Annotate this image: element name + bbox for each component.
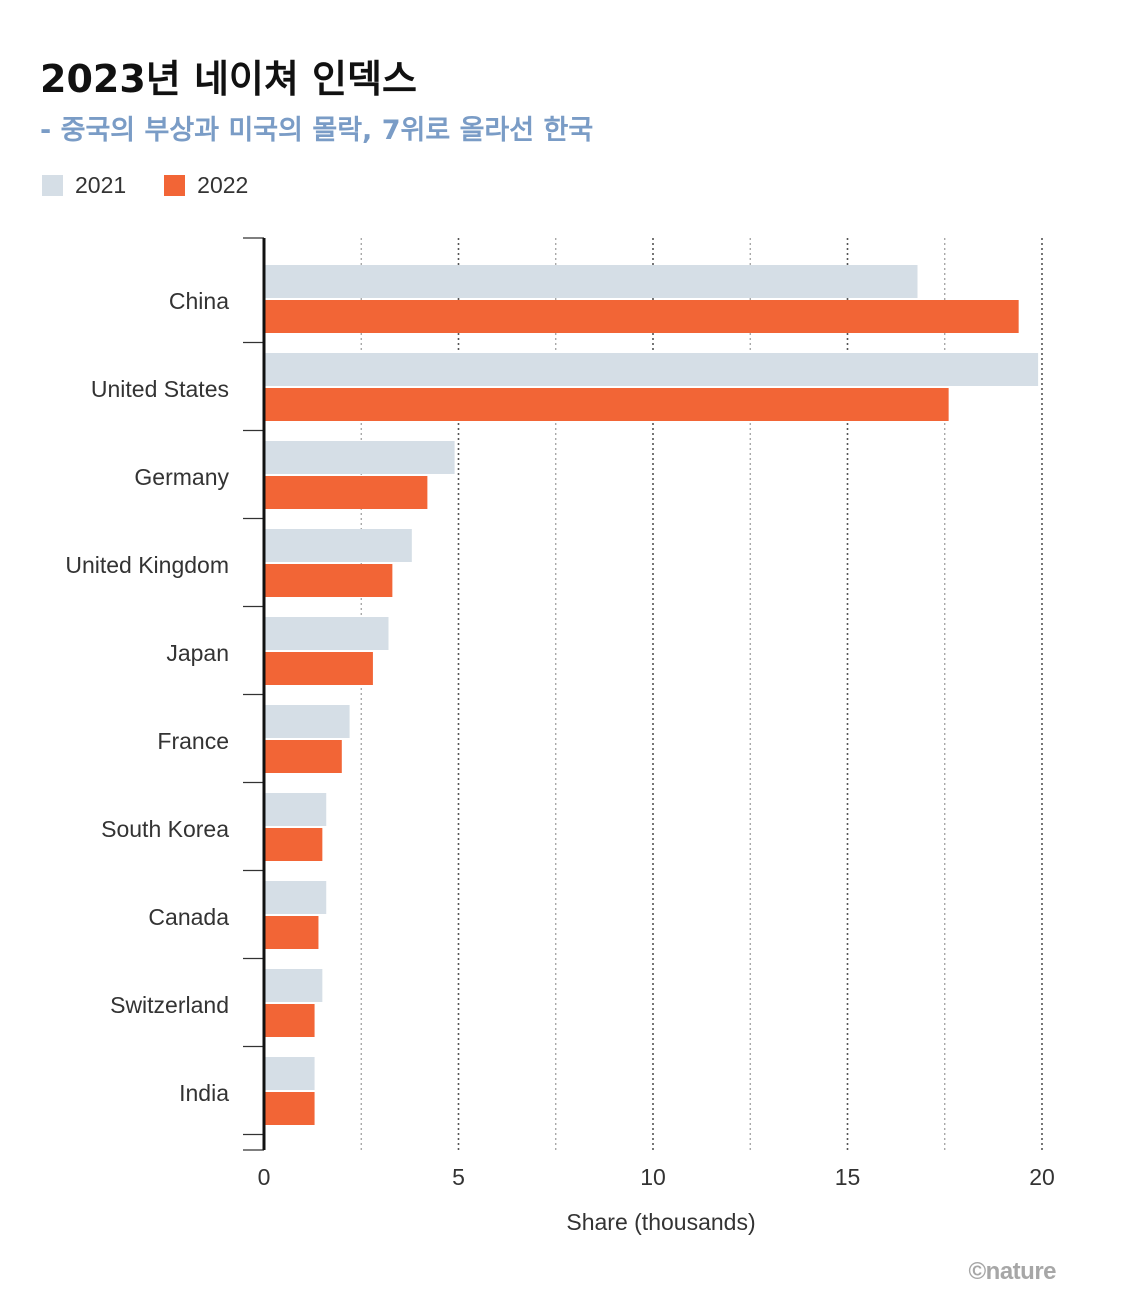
bar-united-kingdom-2021 [264,529,412,562]
bar-canada-2021 [264,881,327,914]
category-label: United Kingdom [65,552,229,578]
bar-china-2022 [264,300,1019,333]
x-tick-label: 0 [258,1164,271,1190]
category-label: United States [91,376,229,402]
legend-swatch-2021 [42,175,63,196]
bar-india-2022 [264,1092,315,1125]
x-tick-label: 10 [640,1164,666,1190]
category-label: Germany [134,464,229,490]
bar-china-2021 [264,265,918,298]
bar-south-korea-2021 [264,793,327,826]
bar-united-states-2021 [264,353,1039,386]
category-label: Canada [148,904,229,930]
bar-united-kingdom-2022 [264,564,393,597]
bar-switzerland-2022 [264,1004,315,1037]
chart-title: 2023년 네이쳐 인덱스 [40,57,417,101]
bar-germany-2022 [264,476,428,509]
legend: 2021 2022 [42,172,286,199]
bar-south-korea-2022 [264,828,323,861]
x-tick-label: 15 [835,1164,861,1190]
category-label: France [157,728,229,754]
x-axis-title: Share (thousands) [566,1209,755,1235]
bar-canada-2022 [264,916,319,949]
legend-item-2021: 2021 [42,172,126,199]
bar-united-states-2022 [264,388,949,421]
category-label: India [179,1080,229,1106]
bar-france-2021 [264,705,350,738]
bar-switzerland-2021 [264,969,323,1002]
category-label: Switzerland [110,992,229,1018]
bar-france-2022 [264,740,342,773]
x-tick-label: 20 [1029,1164,1055,1190]
x-tick-label: 5 [452,1164,465,1190]
legend-label-2022: 2022 [197,172,249,198]
category-label: Japan [166,640,229,666]
chart-subtitle: - 중국의 부상과 미국의 몰락, 7위로 올라선 한국 [40,115,594,146]
nature-credit: ©nature [968,1258,1056,1285]
category-label: South Korea [101,816,229,842]
bar-germany-2021 [264,441,455,474]
legend-item-2022: 2022 [164,172,248,199]
legend-label-2021: 2021 [75,172,127,198]
bar-japan-2021 [264,617,389,650]
category-label: China [169,288,229,314]
legend-swatch-2022 [164,175,186,196]
bar-japan-2022 [264,652,373,685]
bar-india-2021 [264,1057,315,1090]
